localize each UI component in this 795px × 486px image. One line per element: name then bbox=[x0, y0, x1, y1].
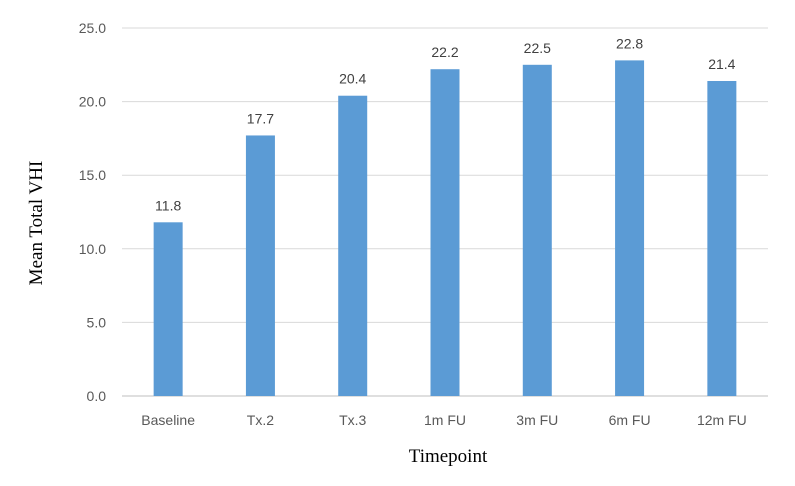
bar bbox=[430, 69, 460, 396]
x-tick-label: 12m FU bbox=[697, 412, 747, 428]
y-tick-label: 10.0 bbox=[79, 241, 106, 257]
y-axis-ticks: 0.0 5.0 10.0 15.0 20.0 25.0 bbox=[79, 20, 106, 404]
data-label: 21.4 bbox=[708, 56, 735, 72]
bar bbox=[707, 80, 737, 396]
data-label: 22.2 bbox=[431, 44, 458, 60]
bar bbox=[338, 95, 368, 396]
bar bbox=[522, 64, 552, 397]
bar bbox=[153, 222, 183, 396]
bar bbox=[615, 60, 645, 396]
y-tick-label: 5.0 bbox=[87, 314, 107, 330]
data-label: 22.5 bbox=[524, 40, 551, 56]
x-tick-label: 3m FU bbox=[516, 412, 558, 428]
data-label: 22.8 bbox=[616, 35, 643, 51]
data-label: 11.8 bbox=[155, 197, 181, 213]
x-axis-ticks: Baseline Tx.2 Tx.3 1m FU 3m FU 6m FU 12m FU bbox=[141, 412, 746, 428]
y-tick-label: 15.0 bbox=[79, 167, 106, 183]
bar bbox=[245, 135, 275, 396]
bars bbox=[153, 60, 737, 397]
x-tick-label: Baseline bbox=[141, 412, 195, 428]
y-tick-label: 25.0 bbox=[79, 20, 106, 36]
x-tick-label: Tx.3 bbox=[339, 412, 366, 428]
y-tick-label: 0.0 bbox=[87, 388, 107, 404]
x-tick-label: 1m FU bbox=[424, 412, 466, 428]
data-label: 17.7 bbox=[247, 110, 274, 126]
x-axis-title: Timepoint bbox=[409, 446, 488, 467]
x-tick-label: 6m FU bbox=[609, 412, 651, 428]
data-labels: 11.8 17.7 20.4 22.2 22.5 22.8 21.4 bbox=[155, 35, 736, 213]
x-tick-label: Tx.2 bbox=[247, 412, 274, 428]
data-label: 20.4 bbox=[339, 71, 366, 87]
y-axis-title: Mean Total VHI bbox=[26, 161, 47, 286]
y-tick-label: 20.0 bbox=[79, 94, 106, 110]
